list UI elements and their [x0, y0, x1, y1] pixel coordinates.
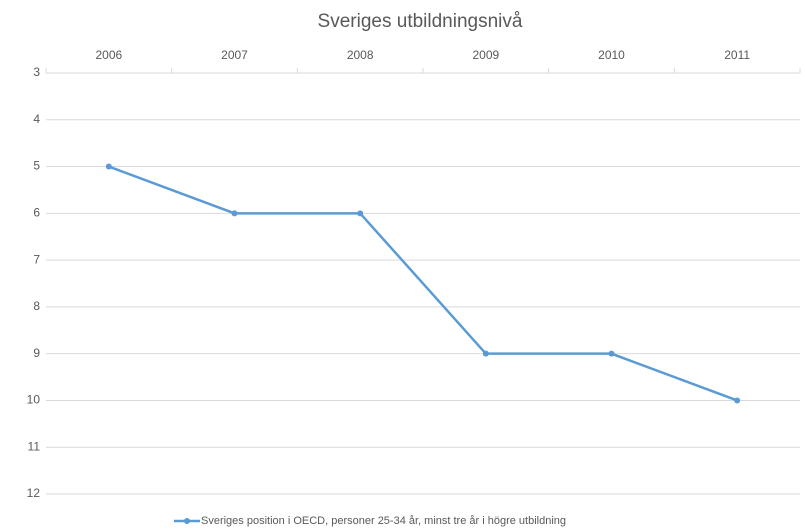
point — [608, 350, 615, 357]
x-tick-label: 2006 — [95, 48, 122, 62]
x-tick-label: 2008 — [347, 48, 374, 62]
point — [357, 210, 364, 217]
y-tick-label: 10 — [27, 393, 41, 407]
x-tick-label: 2010 — [598, 48, 625, 62]
y-tick-label: 8 — [33, 299, 40, 313]
point — [734, 397, 741, 404]
series-line — [108, 165, 738, 402]
y-tick-label: 9 — [33, 346, 40, 360]
point — [231, 210, 238, 217]
y-tick-label: 4 — [33, 112, 40, 126]
legend-marker — [184, 518, 190, 524]
legend-label: Sveriges position i OECD, personer 25-34… — [201, 515, 566, 527]
x-tick-label: 2009 — [472, 48, 499, 62]
x-tick-label: 2007 — [221, 48, 248, 62]
y-tick-label: 6 — [33, 206, 40, 220]
chart-title: Sveriges utbildningsnivå — [318, 11, 523, 32]
point — [482, 350, 489, 357]
point — [105, 163, 112, 170]
x-tick-label: 2011 — [724, 48, 750, 62]
y-tick-label: 3 — [33, 65, 40, 79]
y-tick-label: 11 — [28, 439, 41, 453]
y-tick-label: 7 — [33, 252, 40, 266]
y-tick-label: 12 — [27, 486, 41, 500]
y-tick-label: 5 — [33, 159, 40, 173]
